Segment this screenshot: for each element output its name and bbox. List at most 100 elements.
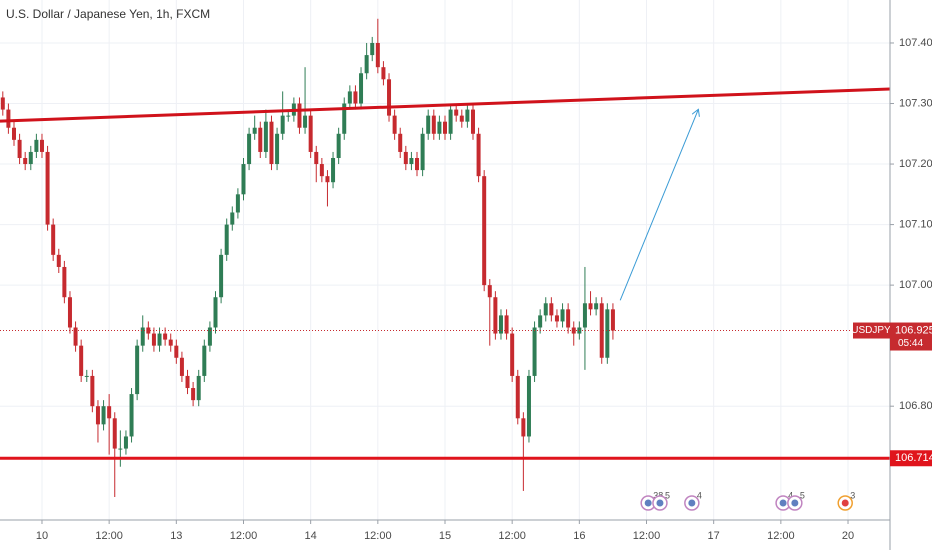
candle-body (459, 115, 464, 122)
candle-body (470, 109, 475, 134)
candle-body (493, 297, 498, 334)
candle-body (336, 133, 341, 158)
x-tick-label: 12:00 (95, 530, 123, 542)
candle-body (510, 333, 515, 376)
candle-body (146, 327, 151, 334)
candle-body (140, 327, 145, 346)
candle-body (269, 121, 274, 165)
candle-body (465, 109, 470, 122)
candle-body (224, 224, 229, 255)
candle-body (532, 327, 537, 376)
event-count: 4 (697, 490, 702, 500)
candle-body (34, 139, 39, 152)
symbol-box (853, 322, 890, 339)
candle-body (403, 151, 408, 165)
candle-body (258, 127, 263, 152)
candle-body (387, 79, 392, 116)
symbol-label: USDJPY (851, 325, 891, 336)
candle-body (151, 333, 156, 346)
candle-body (230, 212, 235, 225)
event-count: 3 (850, 490, 855, 500)
chart-title: U.S. Dollar / Japanese Yen, 1h, FXCM (6, 7, 210, 21)
candle-body (112, 418, 117, 449)
candle-body (79, 345, 84, 376)
candle-body (191, 388, 196, 401)
candle-body (448, 109, 453, 134)
y-tick-label: 107.000 (899, 279, 932, 291)
candle-body (157, 333, 162, 346)
candle-body (426, 115, 431, 134)
x-tick-label: 20 (842, 530, 854, 542)
candle-body (347, 91, 352, 104)
candle-body (263, 121, 268, 152)
candle-body (67, 297, 72, 328)
y-tick-label: 106.800 (899, 400, 932, 412)
candle-body (185, 375, 190, 389)
candle-body (364, 55, 369, 74)
candle-body (588, 303, 593, 310)
x-tick-label: 12:00 (230, 530, 258, 542)
candle-body (476, 133, 481, 177)
candle-body (353, 91, 358, 104)
x-tick-label: 12:00 (767, 530, 795, 542)
y-tick-label: 107.100 (899, 218, 932, 230)
event-icon-core (841, 499, 849, 507)
candle-body (179, 357, 184, 376)
x-tick-label: 12:00 (364, 530, 392, 542)
candle-body (23, 157, 28, 165)
candle-body (6, 109, 11, 128)
candle-body (504, 315, 509, 334)
candle-body (202, 345, 207, 376)
candle-body (90, 375, 95, 407)
candle-body (308, 115, 313, 152)
candle-body (487, 285, 492, 298)
candle-body (84, 375, 89, 377)
x-tick-label: 16 (573, 530, 585, 542)
last-price-label: 106.925 (895, 324, 932, 336)
candle-body (129, 394, 134, 437)
candle-body (392, 115, 397, 134)
candle-body (454, 109, 459, 116)
candle-body (538, 315, 543, 328)
candle-body (409, 157, 414, 165)
candle-body (196, 375, 201, 401)
candle-body (275, 133, 280, 165)
candle-body (51, 224, 56, 255)
candle-body (554, 315, 559, 322)
grid (0, 0, 890, 520)
candle-body (56, 254, 61, 267)
candle-body (560, 309, 565, 322)
event-count: 5 (800, 490, 805, 500)
candle-body (207, 327, 212, 346)
candle-body (610, 309, 615, 331)
x-tick-label: 17 (708, 530, 720, 542)
candle-body (370, 42, 375, 56)
x-tick-label: 15 (439, 530, 451, 542)
candle-body (319, 164, 324, 177)
support-price-box (890, 450, 932, 467)
candle-body (443, 121, 447, 134)
x-tick-label: 12:00 (633, 530, 661, 542)
candle-body (45, 151, 50, 225)
x-tick-label: 12:00 (498, 530, 526, 542)
candle-body (375, 42, 380, 68)
candle-body (498, 315, 503, 334)
candle-body (39, 139, 44, 152)
x-tick-label: 13 (170, 530, 182, 542)
candle-body (297, 103, 302, 128)
candle-body (437, 121, 442, 134)
event-icon-core (779, 499, 787, 507)
candle-body (252, 127, 257, 134)
candle-body (599, 303, 604, 358)
candle-body (28, 151, 33, 165)
projection-arrow (619, 110, 698, 301)
candle-body (482, 176, 487, 286)
candle-body (515, 375, 520, 419)
candle-body (342, 103, 347, 134)
candle-body (174, 345, 179, 358)
last-price-box (890, 322, 932, 351)
axes: 107.400 107.300 107.200 107.100 107.000 106.8… (36, 37, 932, 542)
candle-body (415, 157, 420, 171)
